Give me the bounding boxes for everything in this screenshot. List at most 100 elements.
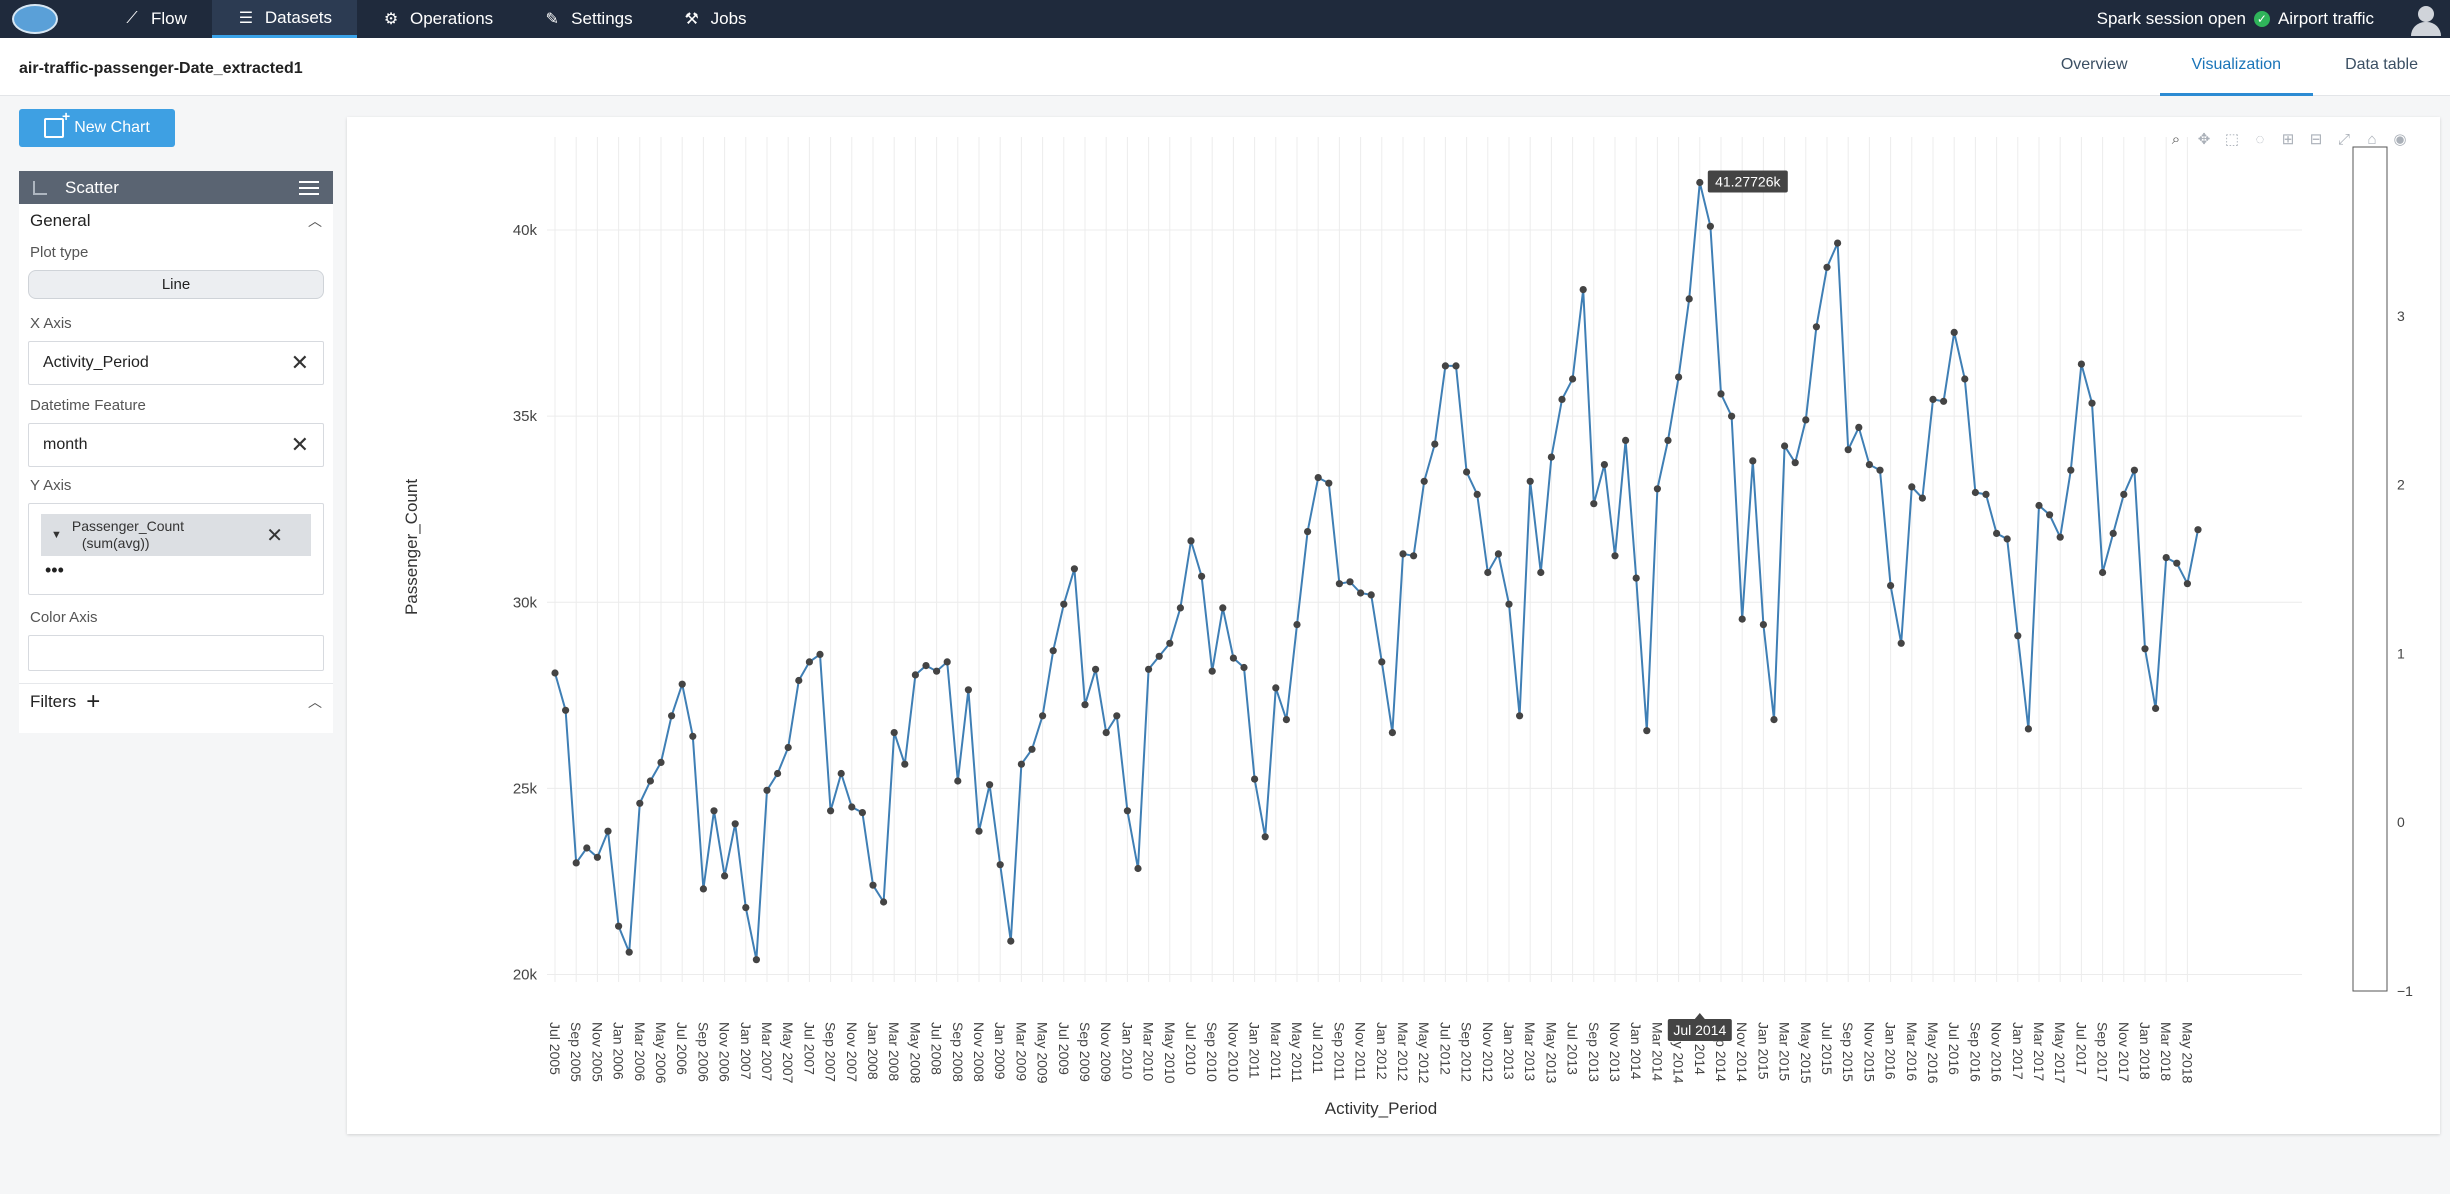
clear-x-axis-icon[interactable]: ✕ (290, 350, 309, 375)
x-tick-label: Jul 2011 (1310, 1022, 1326, 1074)
data-point (795, 676, 803, 685)
autoscale-icon[interactable]: ⤢ (2337, 130, 2350, 148)
chevron-up-icon[interactable]: ︿ (308, 693, 322, 710)
x-tick-label: Sep 2011 (1331, 1022, 1347, 1081)
data-point (721, 872, 729, 880)
nav-operations[interactable]: ⚙ Operations (357, 0, 518, 38)
x-tick-label: May 2009 (1035, 1022, 1051, 1084)
more-options-icon[interactable]: ••• (45, 560, 64, 580)
data-point (752, 956, 760, 964)
data-point (1431, 440, 1439, 448)
x-tick-label: Jul 2006 (674, 1022, 690, 1075)
data-point (1918, 494, 1926, 502)
data-point (1844, 446, 1852, 454)
app-logo[interactable] (12, 4, 58, 34)
data-point (1632, 574, 1640, 582)
tab-data-table[interactable]: Data table (2345, 56, 2418, 73)
data-point (583, 844, 591, 852)
gear-icon: ⚙ (383, 11, 399, 28)
remove-y-axis-icon[interactable]: ✕ (266, 524, 283, 547)
clear-datetime-icon[interactable]: ✕ (290, 432, 309, 457)
nav-datasets[interactable]: ☰ Datasets (211, 0, 357, 38)
lasso-icon[interactable]: ◌ (2255, 130, 2265, 148)
y-axis-chip-aggregation: (sum(avg)) (81, 535, 150, 551)
data-point (604, 827, 612, 835)
x-tick-label: Jan 2013 (1501, 1022, 1517, 1080)
x-axis-label: X Axis (30, 315, 72, 332)
x-tick-label: Jan 2006 (611, 1022, 627, 1080)
data-point (2056, 533, 2064, 541)
data-point (1378, 658, 1386, 666)
data-point (1653, 485, 1661, 493)
x-tick-label: May 2017 (2052, 1022, 2068, 1084)
data-point (1028, 745, 1036, 753)
data-point (996, 861, 1004, 869)
data-point (1484, 568, 1492, 577)
zoom-in-icon[interactable]: ⊞ (2281, 131, 2295, 148)
data-point (1855, 423, 1863, 431)
dataset-title: air-traffic-passenger-Date_extracted1 (19, 60, 303, 77)
camera-icon[interactable]: ◉ (2393, 131, 2407, 148)
user-avatar-body (2411, 22, 2441, 36)
data-point (731, 820, 739, 828)
datetime-feature-value: month (43, 436, 88, 453)
data-point (922, 662, 930, 670)
project-name[interactable]: Airport traffic (2277, 9, 2374, 28)
data-point (1102, 729, 1110, 737)
x-tick-label: Nov 2014 (1734, 1022, 1750, 1082)
data-point (1823, 263, 1831, 271)
x-tick-label: Jul 2008 (929, 1022, 945, 1075)
x-tick-label: Nov 2017 (2116, 1022, 2132, 1082)
data-point (2120, 490, 2128, 498)
data-point (1865, 461, 1873, 469)
x-tick-label: May 2016 (1925, 1022, 1941, 1084)
chart-card: Jul 2005 Sep 2005 Nov 2005 Jan 2006 Mar 2006… (347, 117, 2440, 1134)
hamburger-menu-icon[interactable] (299, 180, 319, 195)
zoom-icon[interactable]: ⌕ (2171, 130, 2181, 148)
tab-overview[interactable]: Overview (2060, 56, 2128, 73)
data-point (1219, 604, 1227, 612)
new-chart-button[interactable]: New Chart (19, 108, 175, 147)
x-tick-label: Sep 2013 (1586, 1022, 1602, 1082)
data-point (1134, 864, 1142, 873)
colorbar-tick-label: −1 (2397, 983, 2413, 999)
data-point (1113, 712, 1121, 720)
pan-icon[interactable]: ✥ (2197, 131, 2211, 148)
user-avatar-icon[interactable] (2390, 0, 2450, 38)
data-point (2099, 568, 2107, 577)
home-icon[interactable]: ⌂ (2367, 130, 2377, 148)
data-point (848, 803, 856, 811)
add-filter-icon[interactable]: + (86, 687, 101, 715)
data-point (1145, 665, 1153, 673)
data-point (1759, 621, 1767, 629)
nav-settings[interactable]: ✎ Settings (518, 0, 657, 38)
x-tick-label: Jul 2005 (547, 1022, 563, 1075)
x-tick-label: Jan 2010 (1119, 1022, 1135, 1080)
datetime-feature-field[interactable]: month ✕ (28, 423, 324, 467)
nav-jobs[interactable]: ⚒ Jobs (658, 0, 772, 38)
data-point (1876, 466, 1884, 474)
caret-down-icon[interactable]: ▼ (51, 529, 62, 541)
box-select-icon[interactable]: ⬚ (2224, 131, 2240, 148)
line-chart[interactable]: Jul 2005 Sep 2005 Nov 2005 Jan 2006 Mar 2006… (347, 117, 2440, 1134)
tab-visualization[interactable]: Visualization (2159, 38, 2314, 96)
plot-type-button[interactable]: Line (28, 270, 324, 299)
filters-label: Filters (30, 691, 77, 711)
zoom-out-icon[interactable]: ⊟ (2309, 131, 2323, 148)
filters-section: Filters + ︿ (19, 683, 333, 719)
y-axis-chip[interactable]: ▼ Passenger_Count (sum(avg)) ✕ (41, 514, 311, 556)
x-axis-field[interactable]: Activity_Period ✕ (28, 341, 324, 385)
data-point (742, 904, 750, 912)
general-section-toggle[interactable]: General ︿ (19, 204, 333, 238)
data-point (1070, 565, 1078, 573)
x-tick-label: Sep 2006 (695, 1022, 711, 1082)
data-point (986, 781, 994, 789)
x-tick-label: May 2008 (907, 1022, 923, 1084)
data-point (1081, 701, 1089, 709)
nav-flow[interactable]: ⟋ Flow (98, 0, 212, 38)
data-point (1706, 222, 1714, 230)
color-axis-field[interactable] (28, 635, 324, 671)
x-tick-label: May 2015 (1798, 1022, 1814, 1084)
data-point (1335, 580, 1343, 588)
data-point (1155, 652, 1163, 660)
